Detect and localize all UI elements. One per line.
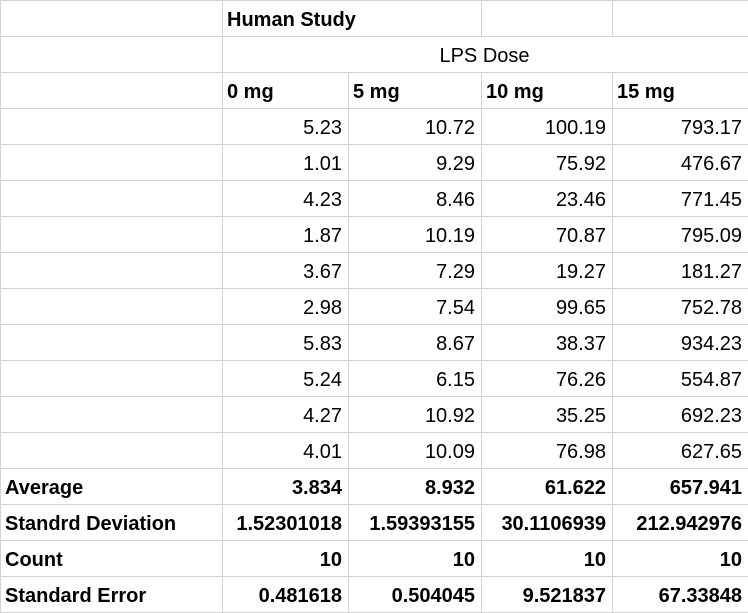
data-cell[interactable]: 4.23 xyxy=(223,181,349,217)
empty-cell[interactable] xyxy=(1,397,223,433)
data-cell[interactable]: 10.19 xyxy=(349,217,482,253)
stat-value[interactable]: 30.1106939 xyxy=(482,505,613,541)
empty-cell[interactable] xyxy=(1,253,223,289)
empty-cell[interactable] xyxy=(1,1,223,37)
data-cell[interactable]: 627.65 xyxy=(613,433,748,469)
column-header-5mg[interactable]: 5 mg xyxy=(349,73,482,109)
empty-cell[interactable] xyxy=(1,37,223,73)
data-cell[interactable]: 2.98 xyxy=(223,289,349,325)
stat-value[interactable]: 212.942976 xyxy=(613,505,748,541)
stat-label-standard-deviation[interactable]: Standrd Deviation xyxy=(1,505,223,541)
data-cell[interactable]: 19.27 xyxy=(482,253,613,289)
data-cell[interactable]: 5.83 xyxy=(223,325,349,361)
table-row-column-headers: 0 mg 5 mg 10 mg 15 mg xyxy=(1,73,748,109)
data-cell[interactable]: 7.54 xyxy=(349,289,482,325)
data-cell[interactable]: 3.67 xyxy=(223,253,349,289)
stat-label-standard-error[interactable]: Standard Error xyxy=(1,577,223,613)
data-cell[interactable]: 8.67 xyxy=(349,325,482,361)
data-cell[interactable]: 1.87 xyxy=(223,217,349,253)
table-row: 3.67 7.29 19.27 181.27 xyxy=(1,253,748,289)
column-header-10mg[interactable]: 10 mg xyxy=(482,73,613,109)
data-cell[interactable]: 5.24 xyxy=(223,361,349,397)
stat-value[interactable]: 1.59393155 xyxy=(349,505,482,541)
data-cell[interactable]: 23.46 xyxy=(482,181,613,217)
data-cell[interactable]: 1.01 xyxy=(223,145,349,181)
table-title[interactable]: Human Study xyxy=(223,1,482,37)
data-cell[interactable]: 76.98 xyxy=(482,433,613,469)
empty-cell[interactable] xyxy=(1,109,223,145)
data-cell[interactable]: 76.26 xyxy=(482,361,613,397)
stat-value[interactable]: 9.521837 xyxy=(482,577,613,613)
stat-value[interactable]: 657.941 xyxy=(613,469,748,505)
table-row: 1.87 10.19 70.87 795.09 xyxy=(1,217,748,253)
data-cell[interactable]: 10.92 xyxy=(349,397,482,433)
table-row-title: Human Study xyxy=(1,1,748,37)
data-cell[interactable]: 752.78 xyxy=(613,289,748,325)
data-cell[interactable]: 4.01 xyxy=(223,433,349,469)
stat-value[interactable]: 8.932 xyxy=(349,469,482,505)
data-cell[interactable]: 6.15 xyxy=(349,361,482,397)
data-cell[interactable]: 4.27 xyxy=(223,397,349,433)
data-cell[interactable]: 10.72 xyxy=(349,109,482,145)
empty-cell[interactable] xyxy=(613,1,748,37)
stat-value[interactable]: 3.834 xyxy=(223,469,349,505)
empty-cell[interactable] xyxy=(1,145,223,181)
data-cell[interactable]: 5.23 xyxy=(223,109,349,145)
data-cell[interactable]: 10.09 xyxy=(349,433,482,469)
data-cell[interactable]: 99.65 xyxy=(482,289,613,325)
table-row: 5.23 10.72 100.19 793.17 xyxy=(1,109,748,145)
column-header-15mg[interactable]: 15 mg xyxy=(613,73,748,109)
data-cell[interactable]: 38.37 xyxy=(482,325,613,361)
data-cell[interactable]: 75.92 xyxy=(482,145,613,181)
table-row: 4.27 10.92 35.25 692.23 xyxy=(1,397,748,433)
empty-cell[interactable] xyxy=(1,217,223,253)
group-header-lps-dose[interactable]: LPS Dose xyxy=(223,37,748,73)
data-cell[interactable]: 100.19 xyxy=(482,109,613,145)
data-cell[interactable]: 9.29 xyxy=(349,145,482,181)
empty-cell[interactable] xyxy=(1,73,223,109)
table-row: 4.23 8.46 23.46 771.45 xyxy=(1,181,748,217)
data-cell[interactable]: 476.67 xyxy=(613,145,748,181)
data-cell[interactable]: 7.29 xyxy=(349,253,482,289)
table-row-standard-error: Standard Error 0.481618 0.504045 9.52183… xyxy=(1,577,748,613)
data-cell[interactable]: 8.46 xyxy=(349,181,482,217)
data-cell[interactable]: 554.87 xyxy=(613,361,748,397)
table-row: 1.01 9.29 75.92 476.67 xyxy=(1,145,748,181)
stat-value[interactable]: 0.504045 xyxy=(349,577,482,613)
data-cell[interactable]: 793.17 xyxy=(613,109,748,145)
data-cell[interactable]: 771.45 xyxy=(613,181,748,217)
table-row-standard-deviation: Standrd Deviation 1.52301018 1.59393155 … xyxy=(1,505,748,541)
table-row-group-header: LPS Dose xyxy=(1,37,748,73)
table-row: 4.01 10.09 76.98 627.65 xyxy=(1,433,748,469)
table-row: 5.83 8.67 38.37 934.23 xyxy=(1,325,748,361)
data-cell[interactable]: 795.09 xyxy=(613,217,748,253)
empty-cell[interactable] xyxy=(482,1,613,37)
data-cell[interactable]: 934.23 xyxy=(613,325,748,361)
stat-value[interactable]: 0.481618 xyxy=(223,577,349,613)
column-header-0mg[interactable]: 0 mg xyxy=(223,73,349,109)
stat-value[interactable]: 67.33848 xyxy=(613,577,748,613)
data-cell[interactable]: 70.87 xyxy=(482,217,613,253)
empty-cell[interactable] xyxy=(1,289,223,325)
stat-value[interactable]: 61.622 xyxy=(482,469,613,505)
empty-cell[interactable] xyxy=(1,361,223,397)
data-cell[interactable]: 35.25 xyxy=(482,397,613,433)
empty-cell[interactable] xyxy=(1,181,223,217)
table-row-average: Average 3.834 8.932 61.622 657.941 xyxy=(1,469,748,505)
data-cell[interactable]: 692.23 xyxy=(613,397,748,433)
empty-cell[interactable] xyxy=(1,325,223,361)
data-cell[interactable]: 181.27 xyxy=(613,253,748,289)
table-row: 2.98 7.54 99.65 752.78 xyxy=(1,289,748,325)
stat-value[interactable]: 1.52301018 xyxy=(223,505,349,541)
stat-label-average[interactable]: Average xyxy=(1,469,223,505)
table-row: 5.24 6.15 76.26 554.87 xyxy=(1,361,748,397)
empty-cell[interactable] xyxy=(1,433,223,469)
